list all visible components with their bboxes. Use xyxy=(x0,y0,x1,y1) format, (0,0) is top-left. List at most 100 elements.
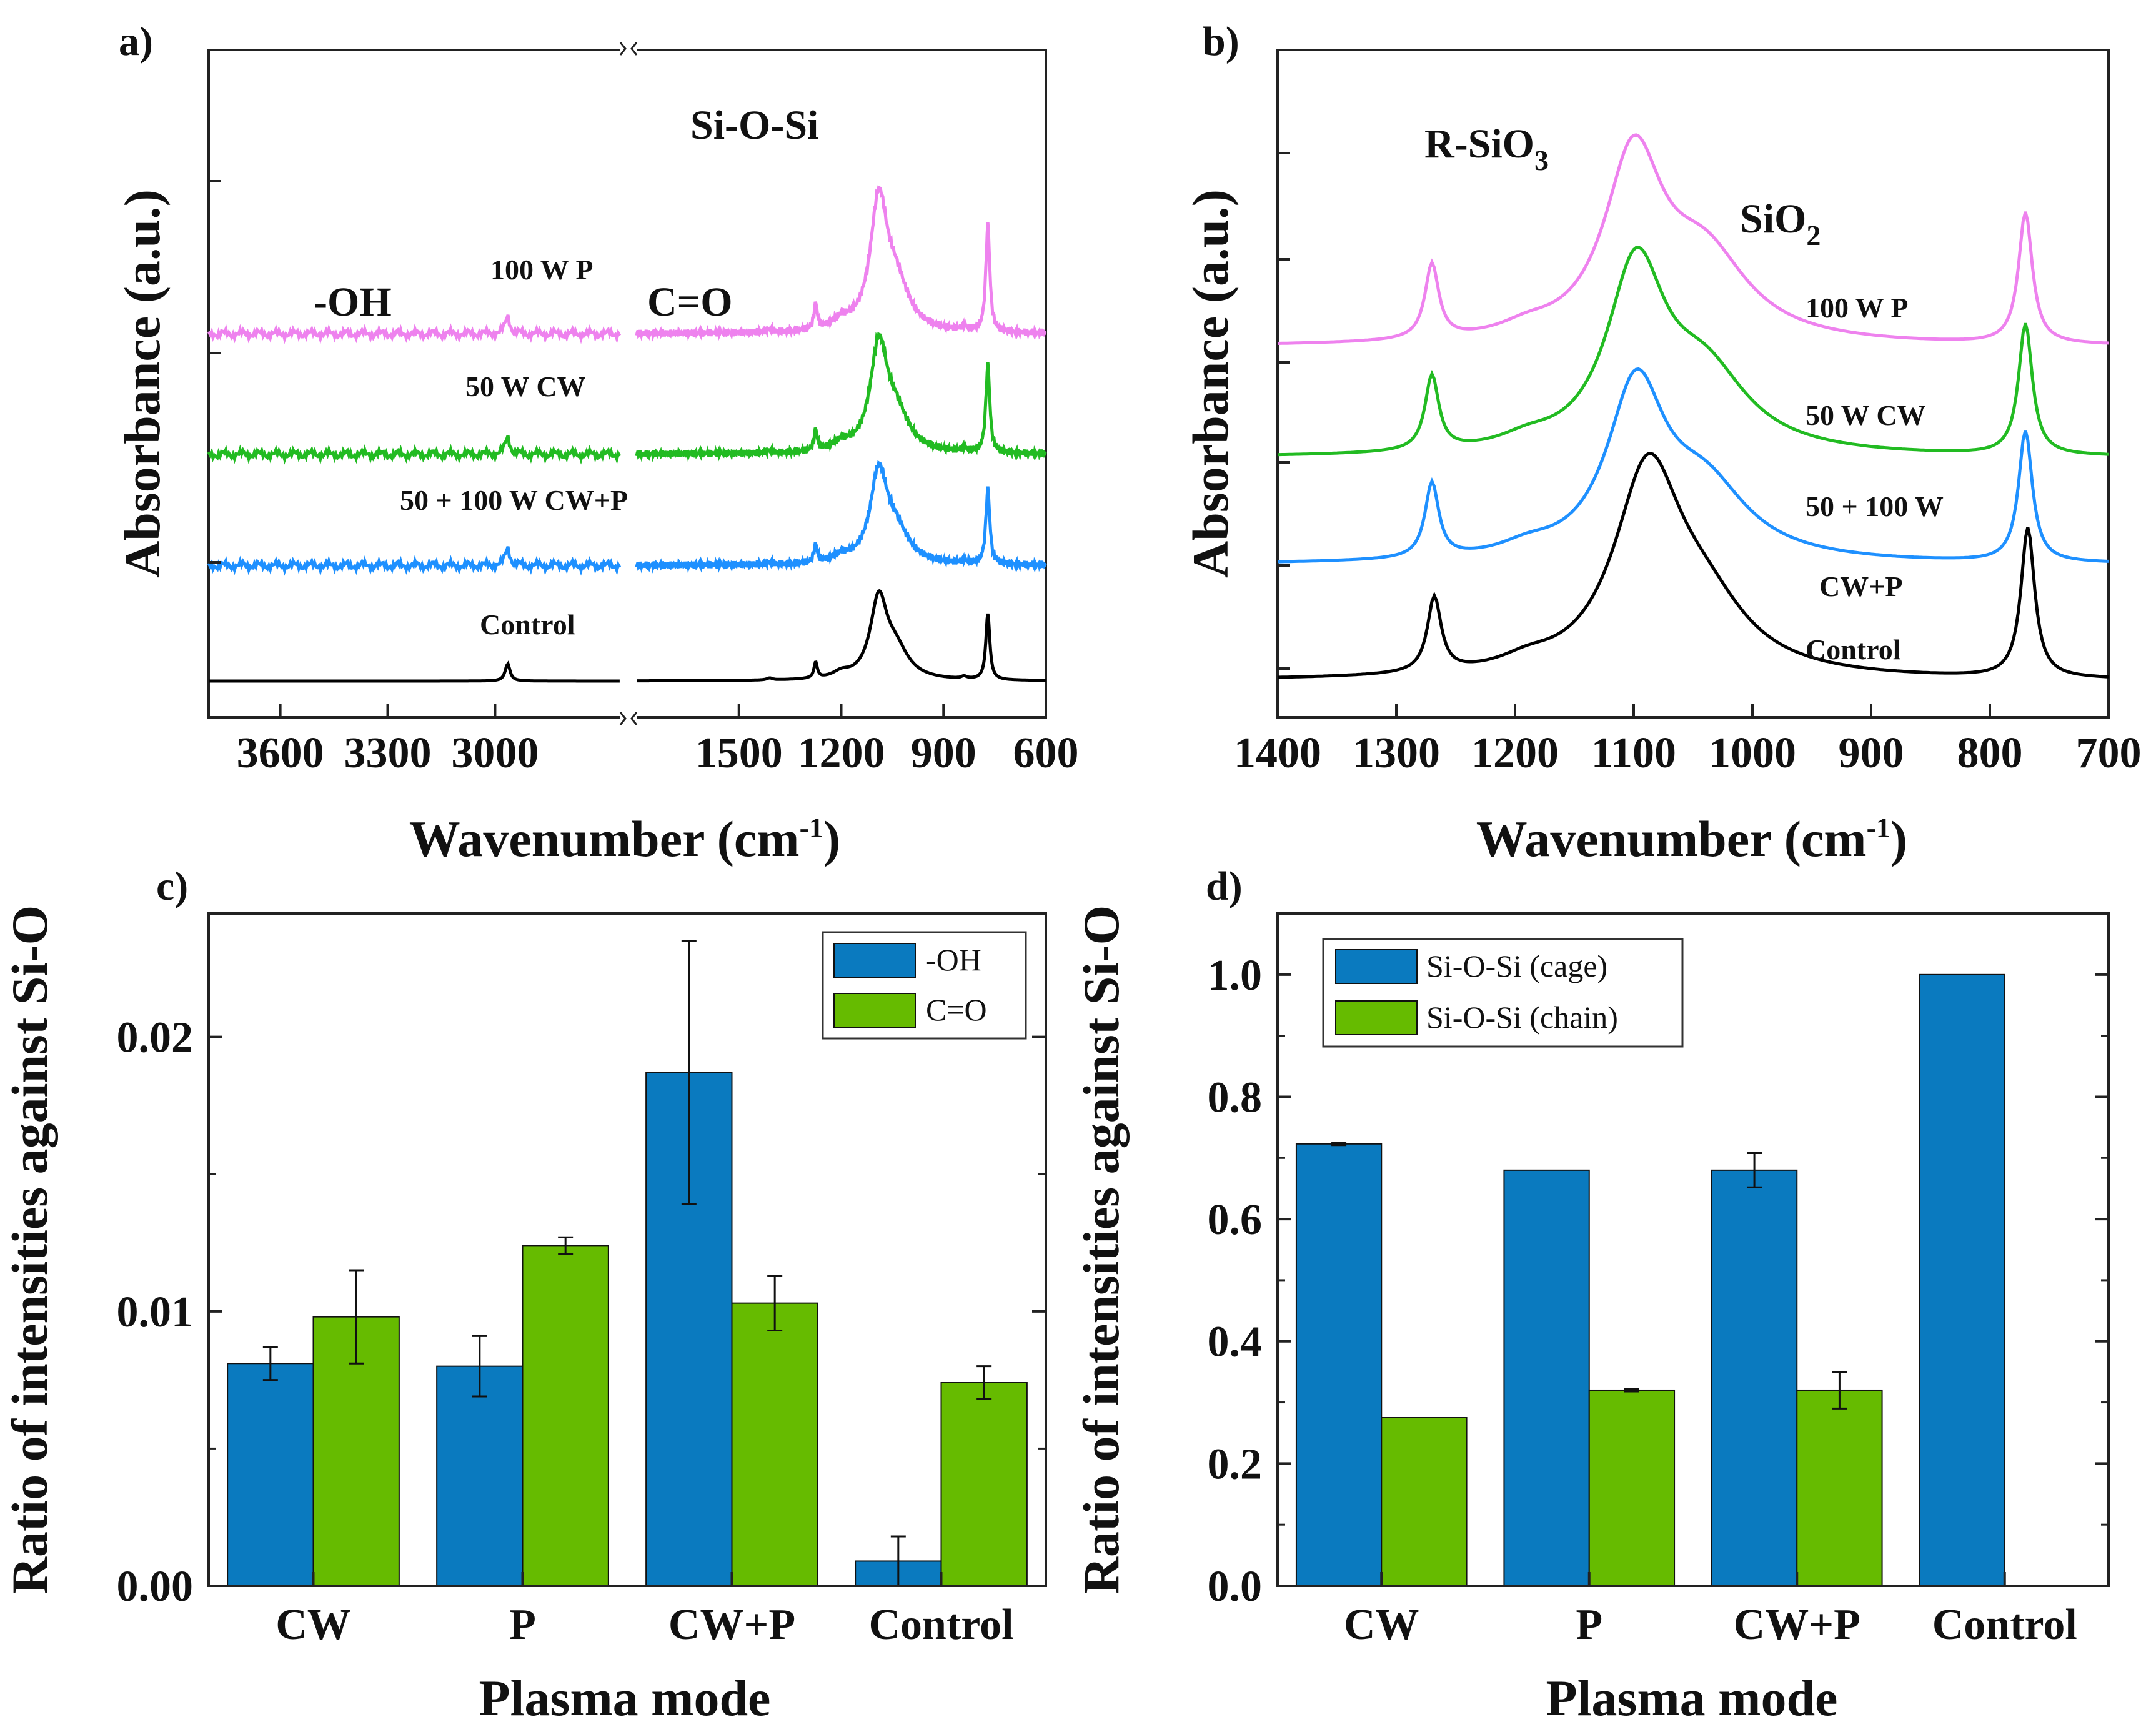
panel-d-bar-cw-p-si-o-si-cage xyxy=(1711,1169,1798,1586)
legend-swatch-oh xyxy=(833,943,916,978)
panel-a-label-cw-p: 50 + 100 W CW+P xyxy=(400,484,628,516)
panel-c-errorbar-p-oh xyxy=(472,1335,487,1398)
panel-d-bar-cw-p-si-o-si-chain xyxy=(1796,1389,1883,1587)
panel-b-x-ticks: 1400 1300 1200 1100 1000 900 800 700 xyxy=(1234,152,2142,777)
panel-d-x-axis-label: Plasma mode xyxy=(1546,1670,1838,1726)
panel-b-x-tick-label-1400: 1400 xyxy=(1234,729,1321,777)
panel-d-x-tick-label-cw-p: CW+P xyxy=(1734,1601,1860,1649)
panel-b-label-cw-p-line2: CW+P xyxy=(1819,570,1903,602)
panel-c-ticks: CW P CW+P Control 0.00 0.01 0.02 xyxy=(117,1014,1046,1649)
panel-a-x-tick-label-1200: 1200 xyxy=(798,729,885,777)
annotation-si-o-si: Si-O-Si xyxy=(690,102,818,148)
panel-c-bar-p-oh xyxy=(436,1365,524,1586)
annotation-r-sio3: R-SiO3 xyxy=(1424,121,1549,176)
panel-c-legend: -OH C=O xyxy=(822,931,1027,1040)
panel-d-label: d) xyxy=(1206,864,1243,909)
annotation-co: C=O xyxy=(647,279,733,325)
spectrum-left-50-w-cw xyxy=(207,435,622,465)
panel-a-x-tick-label-3000: 3000 xyxy=(451,729,539,777)
panel-d-y-tick-label-0-0: 0.0 xyxy=(1208,1563,1263,1611)
panel-c-plot-area: CW P CW+P Control 0.00 0.01 0.02 xyxy=(117,912,1047,1649)
spectrum-zoom-100-w-p xyxy=(1277,133,2109,345)
panel-a-x-tick-label-600: 600 xyxy=(1013,729,1079,777)
spectrum-left-100-w-p xyxy=(207,314,622,344)
panel-d-y-tick-label-0-4: 0.4 xyxy=(1208,1318,1263,1366)
spectrum-right-50-w-cw xyxy=(635,331,1047,462)
panel-b-label-control: Control xyxy=(1806,634,1901,665)
panel-c-bar-oh-co: c) CW P CW+P Control 0.00 0.01 0.02 Ratio of i… xyxy=(1,864,1047,1726)
panel-b-x-tick-label-1000: 1000 xyxy=(1709,729,1796,777)
panel-c-errorbar-control-c-o xyxy=(976,1365,992,1400)
legend-label-oh: -OH xyxy=(926,942,981,977)
panel-d-bar-si-o-si: d) CW P CW+P Control 0.0 0.2 0.4 0.6 0.8 1.0 Rati… xyxy=(1073,864,2110,1726)
panel-d-y-tick-label-0-2: 0.2 xyxy=(1208,1440,1263,1488)
panel-b-x-tick-label-1100: 1100 xyxy=(1591,729,1676,777)
panel-c-bar-cw-p-c-o xyxy=(731,1302,818,1587)
panel-d-bar-p-si-o-si-cage xyxy=(1503,1169,1590,1586)
panel-c-y-axis-label: Ratio of intensities against Si-O xyxy=(1,905,58,1594)
panel-b-ftir-zoom: b) 1400 1300 1200 1100 1000 900 800 700 Absorba… xyxy=(1182,19,2142,867)
panel-a-x-tick-label-900: 900 xyxy=(911,729,976,777)
panel-c-errorbar-cw-c-o xyxy=(349,1269,364,1365)
panel-c-bar-cw-oh xyxy=(227,1363,314,1586)
panel-b-spectra xyxy=(1277,133,2109,679)
panel-d-y-tick-label-0-8: 0.8 xyxy=(1208,1073,1263,1122)
panel-d-y-tick-label-1-0: 1.0 xyxy=(1208,952,1263,1000)
spectrum-zoom-control xyxy=(1277,452,2109,679)
legend-label-cage: Si-O-Si (cage) xyxy=(1426,948,1607,983)
panel-c-bar-p-c-o xyxy=(522,1245,609,1586)
panel-d-plot-area: CW P CW+P Control 0.0 0.2 0.4 0.6 0.8 1.0 xyxy=(1208,912,2110,1649)
panel-c-x-axis-label: Plasma mode xyxy=(479,1670,771,1726)
panel-c-bar-control-c-o xyxy=(940,1382,1028,1587)
panel-a-label: a) xyxy=(119,19,153,64)
panel-c-errorbar-cw-oh xyxy=(262,1346,278,1381)
panel-a-ftir-full-range: a) 3600 3300 3000 1500 1200 900 600 Absorbance… xyxy=(114,19,1079,867)
panel-b-x-tick-label-1300: 1300 xyxy=(1353,729,1440,777)
legend-label-co: C=O xyxy=(926,992,987,1027)
panel-d-errorbar-p-si-o-si-chain xyxy=(1624,1388,1639,1393)
panel-d-bar-cw-si-o-si-chain xyxy=(1381,1417,1468,1586)
spectrum-left-control xyxy=(209,660,620,683)
annotation-sio2: SiO2 xyxy=(1740,196,1821,251)
panel-b-x-tick-label-700: 700 xyxy=(2076,729,2142,777)
panel-c-x-tick-label-cw-p: CW+P xyxy=(668,1601,795,1649)
panel-d-bar-p-si-o-si-chain xyxy=(1588,1389,1676,1587)
panel-d-x-tick-label-cw: CW xyxy=(1344,1601,1419,1649)
panel-b-x-tick-label-900: 900 xyxy=(1839,729,1904,777)
panel-d-legend: Si-O-Si (cage) Si-O-Si (chain) xyxy=(1322,938,1684,1048)
panel-a-y-axis-label: Absorbance (a.u.) xyxy=(114,189,171,578)
spectrum-right-100-w-p xyxy=(635,185,1047,342)
spectrum-left-50-100-w-cw-p xyxy=(207,546,622,576)
panel-d-bars xyxy=(1295,973,2005,1587)
panel-c-x-tick-label-p: P xyxy=(509,1601,536,1649)
panel-b-x-axis-label: Wavenumber (cm-1) xyxy=(1476,810,1907,867)
panel-b-x-tick-label-800: 800 xyxy=(1957,729,2023,777)
panel-a-x-ticks: 3600 3300 3000 1500 1200 900 600 xyxy=(209,180,1079,777)
legend-label-chain: Si-O-Si (chain) xyxy=(1426,1000,1618,1035)
panel-b-label-50w-cw: 50 W CW xyxy=(1806,399,1926,431)
panel-a-plot-area: 3600 3300 3000 1500 1200 900 600 xyxy=(207,42,1079,777)
panel-c-errorbar-cw-p-oh xyxy=(681,940,697,1206)
panel-d-errorbar-cw-si-o-si-cage xyxy=(1331,1142,1347,1147)
panel-a-x-tick-label-3600: 3600 xyxy=(237,729,324,777)
annotation-oh: -OH xyxy=(314,279,392,325)
panel-a-x-tick-label-3300: 3300 xyxy=(344,729,432,777)
panel-b-label-100w-p: 100 W P xyxy=(1806,292,1908,324)
spectrum-zoom-50-100-w-cw-p xyxy=(1278,367,2109,564)
panel-c-x-tick-label-control: Control xyxy=(868,1601,1013,1649)
panel-d-bar-control-si-o-si-cage xyxy=(1919,973,2005,1587)
panel-d-x-tick-label-p: P xyxy=(1576,1601,1602,1649)
panel-b-x-tick-label-1200: 1200 xyxy=(1471,729,1559,777)
legend-swatch-chain xyxy=(1335,1000,1418,1035)
panel-d-y-tick-label-0-6: 0.6 xyxy=(1208,1196,1263,1244)
panel-a-label-50w-cw: 50 W CW xyxy=(465,371,586,402)
panel-a-label-control: Control xyxy=(480,609,575,640)
panel-d-bar-cw-si-o-si-cage xyxy=(1295,1143,1383,1586)
panel-c-label: c) xyxy=(156,864,188,909)
legend-swatch-cage xyxy=(1335,949,1418,984)
panel-a-x-axis-label: Wavenumber (cm-1) xyxy=(409,810,840,867)
panel-c-bars xyxy=(227,940,1028,1587)
panel-b-y-axis-label: Absorbance (a.u.) xyxy=(1182,189,1239,578)
panel-d-y-axis-label: Ratio of intensities against Si-O xyxy=(1073,905,1130,1594)
